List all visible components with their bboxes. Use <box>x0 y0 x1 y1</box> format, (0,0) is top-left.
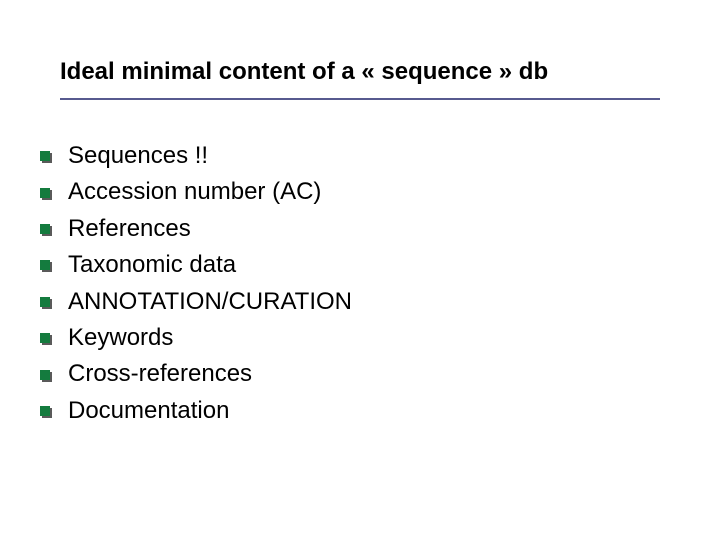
bullet-list-ul: Sequences !! Accession number (AC) Referen… <box>40 140 660 427</box>
square-bullet-icon <box>40 224 50 234</box>
list-item: Sequences !! <box>40 140 660 172</box>
list-item-label: Cross-references <box>68 358 252 390</box>
list-item-label: Sequences !! <box>68 140 208 172</box>
square-bullet-icon <box>40 260 50 270</box>
list-item-label: Documentation <box>68 395 229 427</box>
square-bullet-icon <box>40 297 50 307</box>
slide: Ideal minimal content of a « sequence » … <box>0 0 720 540</box>
list-item: ANNOTATION/CURATION <box>40 286 660 318</box>
square-bullet-icon <box>40 333 50 343</box>
title-rule <box>60 98 660 100</box>
list-item: Cross-references <box>40 358 660 390</box>
list-item-label: ANNOTATION/CURATION <box>68 286 352 318</box>
list-item: Taxonomic data <box>40 249 660 281</box>
square-bullet-icon <box>40 188 50 198</box>
list-item: References <box>40 213 660 245</box>
list-item-label: Accession number (AC) <box>68 176 321 208</box>
bullet-list: Sequences !! Accession number (AC) Referen… <box>40 140 660 431</box>
list-item: Documentation <box>40 395 660 427</box>
list-item: Accession number (AC) <box>40 176 660 208</box>
list-item-label: Taxonomic data <box>68 249 236 281</box>
list-item-label: Keywords <box>68 322 173 354</box>
square-bullet-icon <box>40 406 50 416</box>
square-bullet-icon <box>40 370 50 380</box>
list-item-label: References <box>68 213 191 245</box>
slide-title: Ideal minimal content of a « sequence » … <box>60 58 660 87</box>
list-item: Keywords <box>40 322 660 354</box>
square-bullet-icon <box>40 151 50 161</box>
